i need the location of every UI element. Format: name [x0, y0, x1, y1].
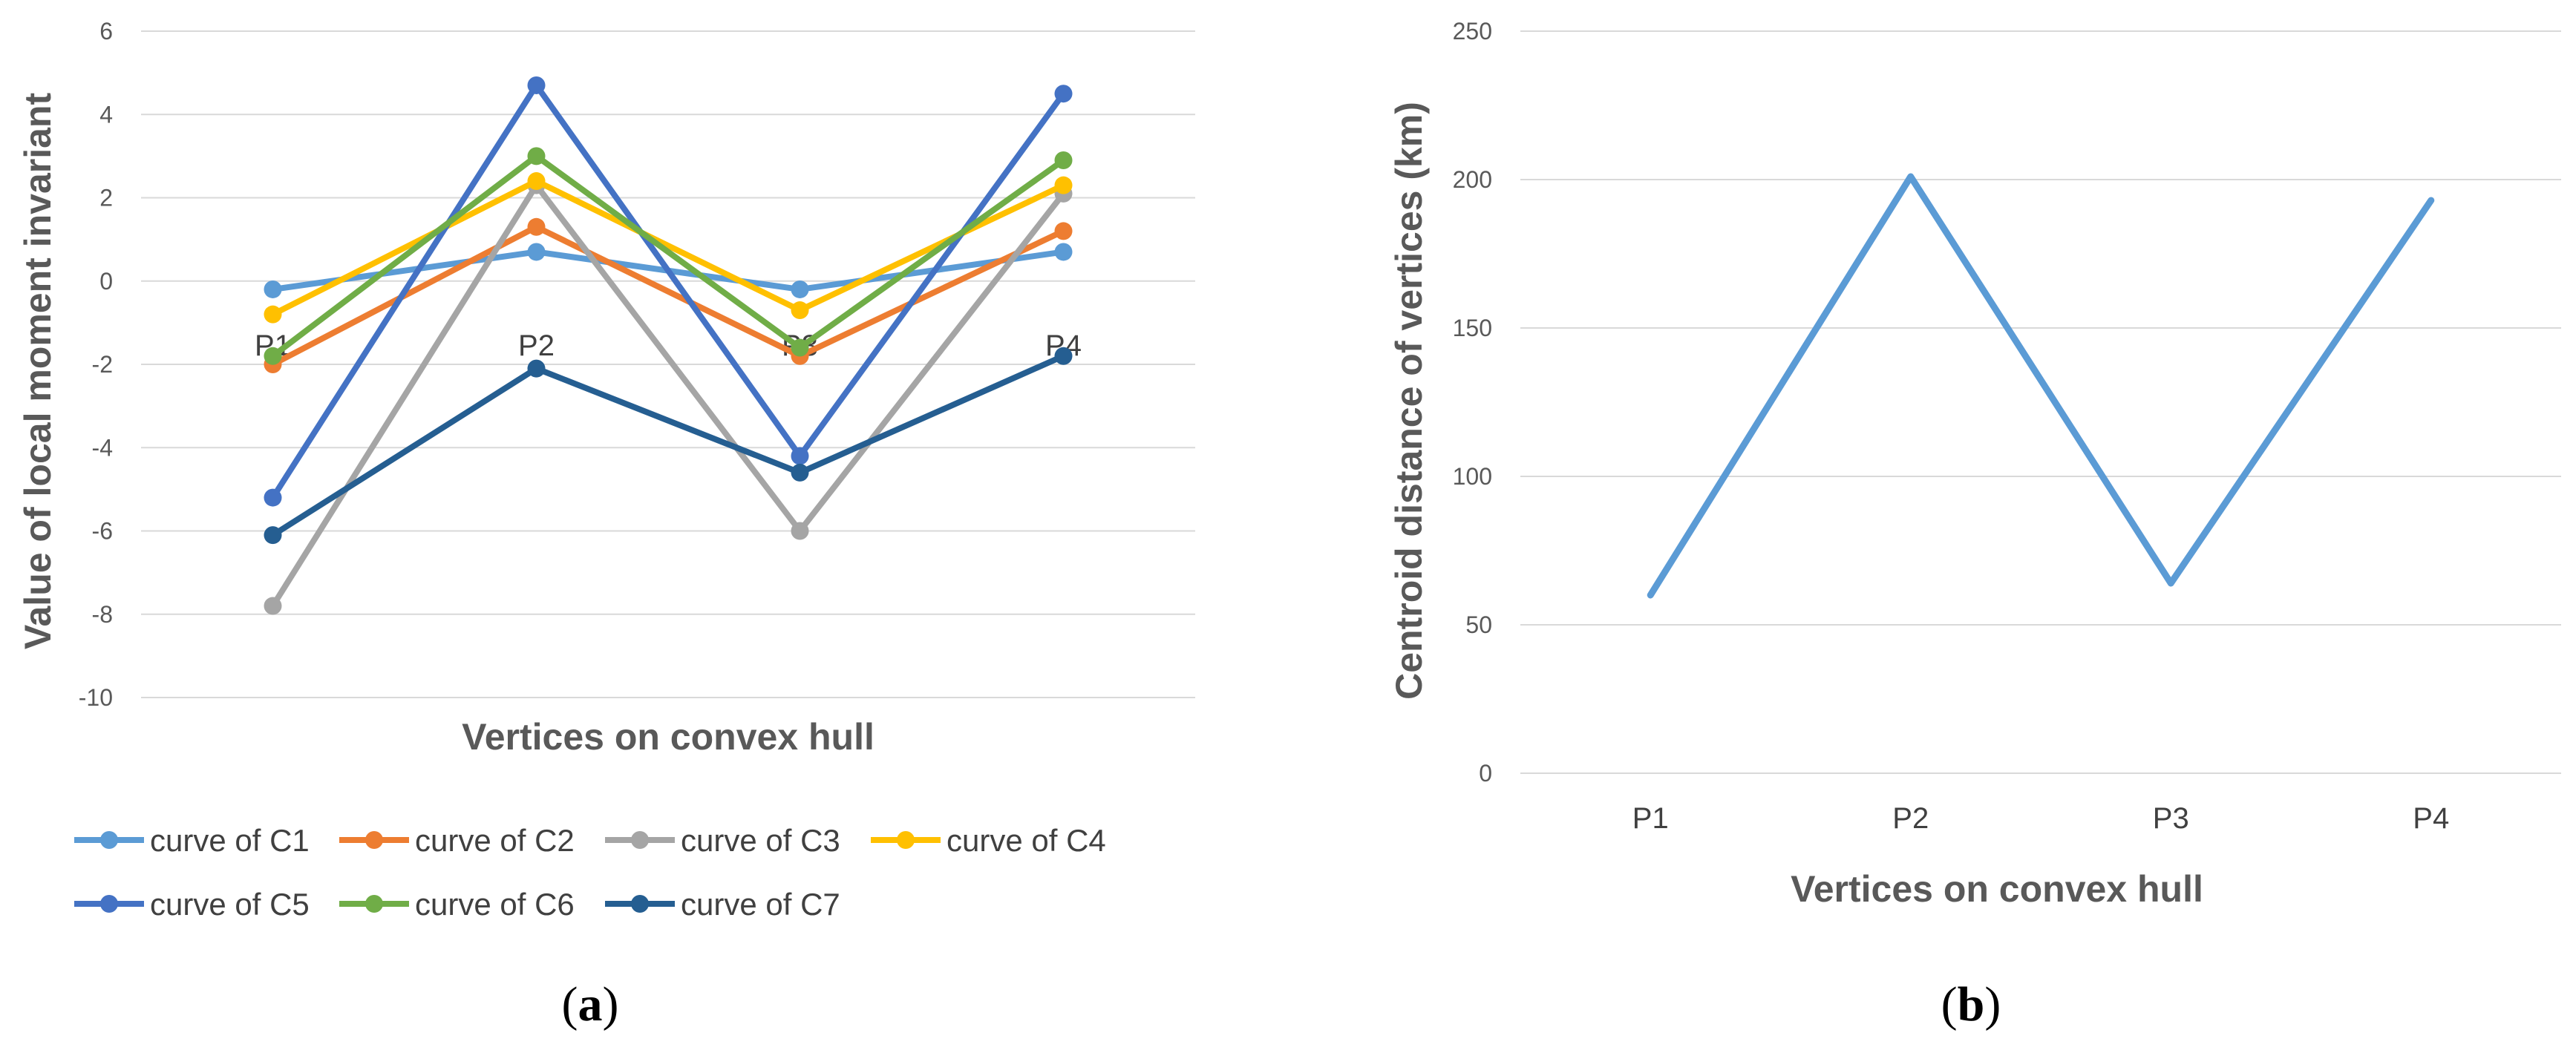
- panel-letter-b: b: [1958, 977, 1985, 1031]
- series-1: [1647, 173, 2435, 599]
- series-line: [269, 178, 1067, 318]
- y-tick-label: 250: [1453, 18, 1492, 45]
- legend-item: curve of C6: [339, 887, 575, 922]
- x-axis-title-b: Vertices on convex hull: [1791, 868, 2203, 910]
- series-line: [269, 182, 1067, 609]
- legend-item: curve of C4: [871, 823, 1106, 858]
- series-7: [264, 347, 1073, 545]
- y-tick-labels-a: 6 4 2 0 -2 -4 -6 -8 -10: [79, 18, 113, 711]
- data-point: [527, 217, 546, 236]
- category-label: P2: [1892, 802, 1929, 835]
- data-point: [791, 522, 809, 540]
- data-point: [264, 488, 282, 507]
- data-point: [791, 338, 809, 357]
- legend-item: curve of C1: [74, 823, 310, 858]
- category-label: P2: [518, 329, 555, 362]
- data-point: [1054, 176, 1073, 194]
- y-tick-label: -10: [79, 684, 113, 711]
- y-tick-label: 150: [1453, 315, 1492, 341]
- y-tick-label: 0: [99, 268, 113, 295]
- data-point: [1054, 347, 1073, 365]
- series-line: [1647, 173, 2435, 599]
- series-6: [264, 147, 1073, 365]
- legend-label: curve of C5: [150, 887, 310, 922]
- legend-swatch-marker: [100, 895, 118, 913]
- y-tick-label: 2: [99, 185, 113, 211]
- legend-swatch-marker: [897, 831, 915, 849]
- legend-swatch-marker: [365, 895, 383, 913]
- data-point: [791, 301, 809, 320]
- data-point: [527, 172, 546, 191]
- legend-item: curve of C5: [74, 887, 310, 922]
- series-line: [269, 352, 1067, 539]
- y-tick-label: 100: [1453, 463, 1492, 490]
- series-5: [264, 76, 1073, 507]
- x-axis-title-a: Vertices on convex hull: [462, 716, 875, 758]
- data-point: [264, 526, 282, 545]
- chart-panel-b: 250 200 150 100 50 0 P1 P2 P3 P4 Centroid distan…: [1388, 18, 2561, 1031]
- y-tick-labels-b: 250 200 150 100 50 0: [1453, 18, 1492, 787]
- legend-label: curve of C3: [681, 823, 840, 858]
- y-tick-label: -4: [92, 434, 113, 461]
- y-axis-title-a: Value of local moment invariant: [17, 93, 59, 650]
- series-line: [269, 153, 1067, 359]
- legend-label: curve of C4: [947, 823, 1106, 858]
- y-tick-label: -6: [92, 518, 113, 545]
- data-point: [1054, 85, 1073, 103]
- legend-item: curve of C2: [339, 823, 575, 858]
- y-tick-label: 6: [99, 18, 113, 45]
- category-label: P3: [2153, 802, 2189, 835]
- data-point: [527, 243, 546, 261]
- data-point: [1054, 222, 1073, 240]
- legend-swatch-marker: [100, 831, 118, 849]
- category-labels-b: P1 P2 P3 P4: [1632, 802, 2449, 835]
- series-4: [264, 172, 1073, 324]
- y-axis-title-b: Centroid distance of vertices (km): [1388, 102, 1430, 700]
- series-line: [269, 82, 1067, 501]
- legend-swatch-marker: [631, 831, 649, 849]
- y-tick-label: -8: [92, 601, 113, 628]
- series-group-a: [264, 76, 1073, 615]
- data-point: [527, 147, 546, 165]
- panel-label-b: (b): [1941, 977, 2001, 1031]
- grid-lines-b: [1520, 30, 2561, 774]
- data-point: [527, 359, 546, 378]
- legend-label: curve of C2: [415, 823, 575, 858]
- panel-letter-a: a: [578, 977, 603, 1031]
- panel-label-a: (a): [562, 977, 619, 1031]
- legend-label: curve of C1: [150, 823, 310, 858]
- data-point: [264, 280, 282, 298]
- data-point: [527, 76, 546, 94]
- data-point: [791, 447, 809, 465]
- y-tick-label: 200: [1453, 166, 1492, 193]
- y-tick-label: 50: [1465, 611, 1492, 638]
- data-point: [791, 280, 809, 298]
- legend-swatch-marker: [631, 895, 649, 913]
- data-point: [1054, 243, 1073, 261]
- category-label: P1: [1632, 802, 1669, 835]
- data-point: [264, 347, 282, 365]
- legend-label: curve of C7: [681, 887, 840, 922]
- data-point: [791, 463, 809, 482]
- legend-item: curve of C7: [605, 887, 840, 922]
- legend-swatch-marker: [365, 831, 383, 849]
- series-group-b: [1647, 173, 2435, 599]
- data-point: [264, 305, 282, 324]
- data-point: [1054, 151, 1073, 169]
- category-label: P4: [2413, 802, 2449, 835]
- legend-item: curve of C3: [605, 823, 840, 858]
- data-point: [264, 597, 282, 615]
- y-tick-label: -2: [92, 351, 113, 378]
- y-tick-label: 0: [1479, 760, 1492, 787]
- y-tick-label: 4: [99, 101, 113, 128]
- legend-label: curve of C6: [415, 887, 575, 922]
- legend-a: curve of C1 curve of C2 curve of C3 curve o…: [74, 823, 1106, 922]
